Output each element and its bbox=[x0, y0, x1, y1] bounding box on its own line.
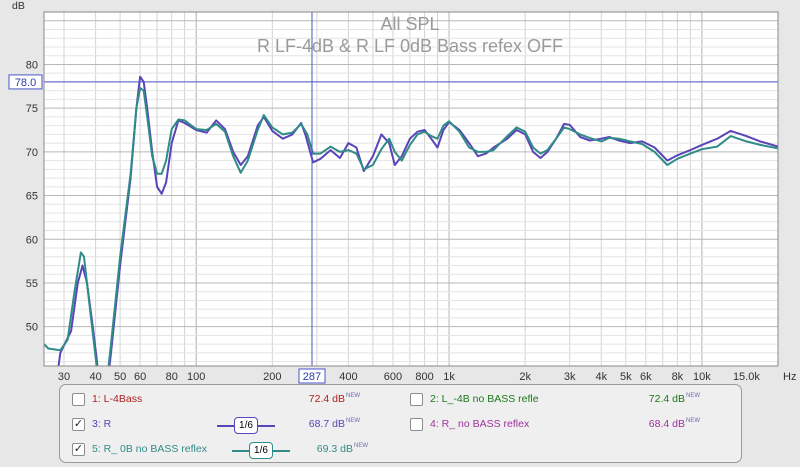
chart-subtitle: R LF-4dB & R LF 0dB Bass refex OFF bbox=[257, 36, 563, 56]
legend-checkbox-2[interactable] bbox=[410, 393, 423, 406]
y-tick-label: 80 bbox=[26, 59, 38, 71]
x-tick-label: 8k bbox=[672, 371, 684, 383]
x-tick-label: 4k bbox=[595, 371, 607, 383]
y-tick-label: 70 bbox=[26, 147, 38, 159]
cursor-x-readout-box bbox=[298, 368, 326, 384]
legend-label-5: 5: R_ 0B no BASS reflex bbox=[92, 443, 207, 455]
legend-checkbox-3[interactable]: ✓ bbox=[72, 418, 85, 431]
x-tick-label: 200 bbox=[263, 371, 281, 383]
legend-label-1: 1: L-4Bass bbox=[92, 393, 143, 405]
legend-checkbox-4[interactable] bbox=[410, 418, 423, 431]
y-tick-label: 60 bbox=[26, 234, 38, 246]
legend-item-5[interactable]: ✓ 5: R_ 0B no BASS reflex 1/6 69.3 dBNEW bbox=[70, 441, 390, 461]
smoothing-selector-3[interactable]: 1/6 bbox=[217, 416, 275, 436]
legend-label-3: 3: R bbox=[92, 418, 112, 430]
legend-label-2: 2: L_-4B no BASS refle bbox=[430, 393, 539, 405]
plot-frame bbox=[43, 11, 779, 367]
x-tick-label: 400 bbox=[339, 371, 357, 383]
x-tick-label: 30 bbox=[58, 371, 70, 383]
legend-value-4: 68.4 dBNEW bbox=[648, 418, 700, 430]
legend-item-4[interactable]: 4: R_ no BASS reflex 68.4 dBNEW bbox=[410, 416, 730, 436]
x-tick-label: 50 bbox=[114, 371, 126, 383]
smoothing-box-3[interactable]: 1/6 bbox=[234, 417, 258, 434]
legend-value-3: 68.7 dBNEW bbox=[308, 418, 360, 430]
cursor-y-readout: 78.0 bbox=[15, 77, 36, 89]
x-tick-label: 1k bbox=[443, 371, 455, 383]
legend-item-3[interactable]: ✓ 3: R 1/6 68.7 dBNEW bbox=[70, 416, 390, 436]
legend-label-4: 4: R_ no BASS reflex bbox=[430, 418, 530, 430]
y-tick-label: 75 bbox=[26, 103, 38, 115]
legend-value-2: 72.4 dBNEW bbox=[648, 393, 700, 405]
smoothing-box-5[interactable]: 1/6 bbox=[249, 442, 273, 459]
legend-panel: 1: L-4Bass 72.4 dBNEW 2: L_-4B no BASS r… bbox=[59, 384, 742, 463]
legend-value-1: 72.4 dBNEW bbox=[308, 393, 360, 405]
x-tick-label: 80 bbox=[166, 371, 178, 383]
x-tick-label: 10k bbox=[693, 371, 711, 383]
legend-checkbox-1[interactable] bbox=[72, 393, 85, 406]
legend-item-1[interactable]: 1: L-4Bass 72.4 dBNEW bbox=[70, 391, 390, 411]
x-tick-label: 5k bbox=[620, 371, 632, 383]
x-tick-label: 3k bbox=[564, 371, 576, 383]
y-tick-label: 55 bbox=[26, 278, 38, 290]
y-tick-label: 50 bbox=[26, 322, 38, 334]
y-axis-label: dB bbox=[12, 0, 25, 12]
x-tick-label: 60 bbox=[134, 371, 146, 383]
x-tick-label: 15.0k bbox=[733, 371, 760, 383]
smoothing-selector-5[interactable]: 1/6 bbox=[232, 441, 290, 461]
legend-checkbox-5[interactable]: ✓ bbox=[72, 443, 85, 456]
x-tick-label: 100 bbox=[187, 371, 205, 383]
x-tick-label: 600 bbox=[384, 371, 402, 383]
cursor-x-readout: 287 bbox=[303, 371, 321, 383]
cursor-y-readout-box bbox=[8, 74, 43, 90]
x-axis-unit: Hz bbox=[783, 371, 796, 383]
legend-value-5: 69.3 dBNEW bbox=[316, 443, 368, 455]
series-line-2 bbox=[44, 87, 778, 366]
legend-item-2[interactable]: 2: L_-4B no BASS refle 72.4 dBNEW bbox=[410, 391, 730, 411]
chart-title: All SPL bbox=[380, 14, 439, 34]
x-tick-label: 800 bbox=[415, 371, 433, 383]
x-tick-label: 2k bbox=[519, 371, 531, 383]
x-tick-label: 6k bbox=[640, 371, 652, 383]
plot-area bbox=[44, 12, 778, 366]
y-tick-label: 65 bbox=[26, 191, 38, 203]
x-tick-label: 40 bbox=[89, 371, 101, 383]
